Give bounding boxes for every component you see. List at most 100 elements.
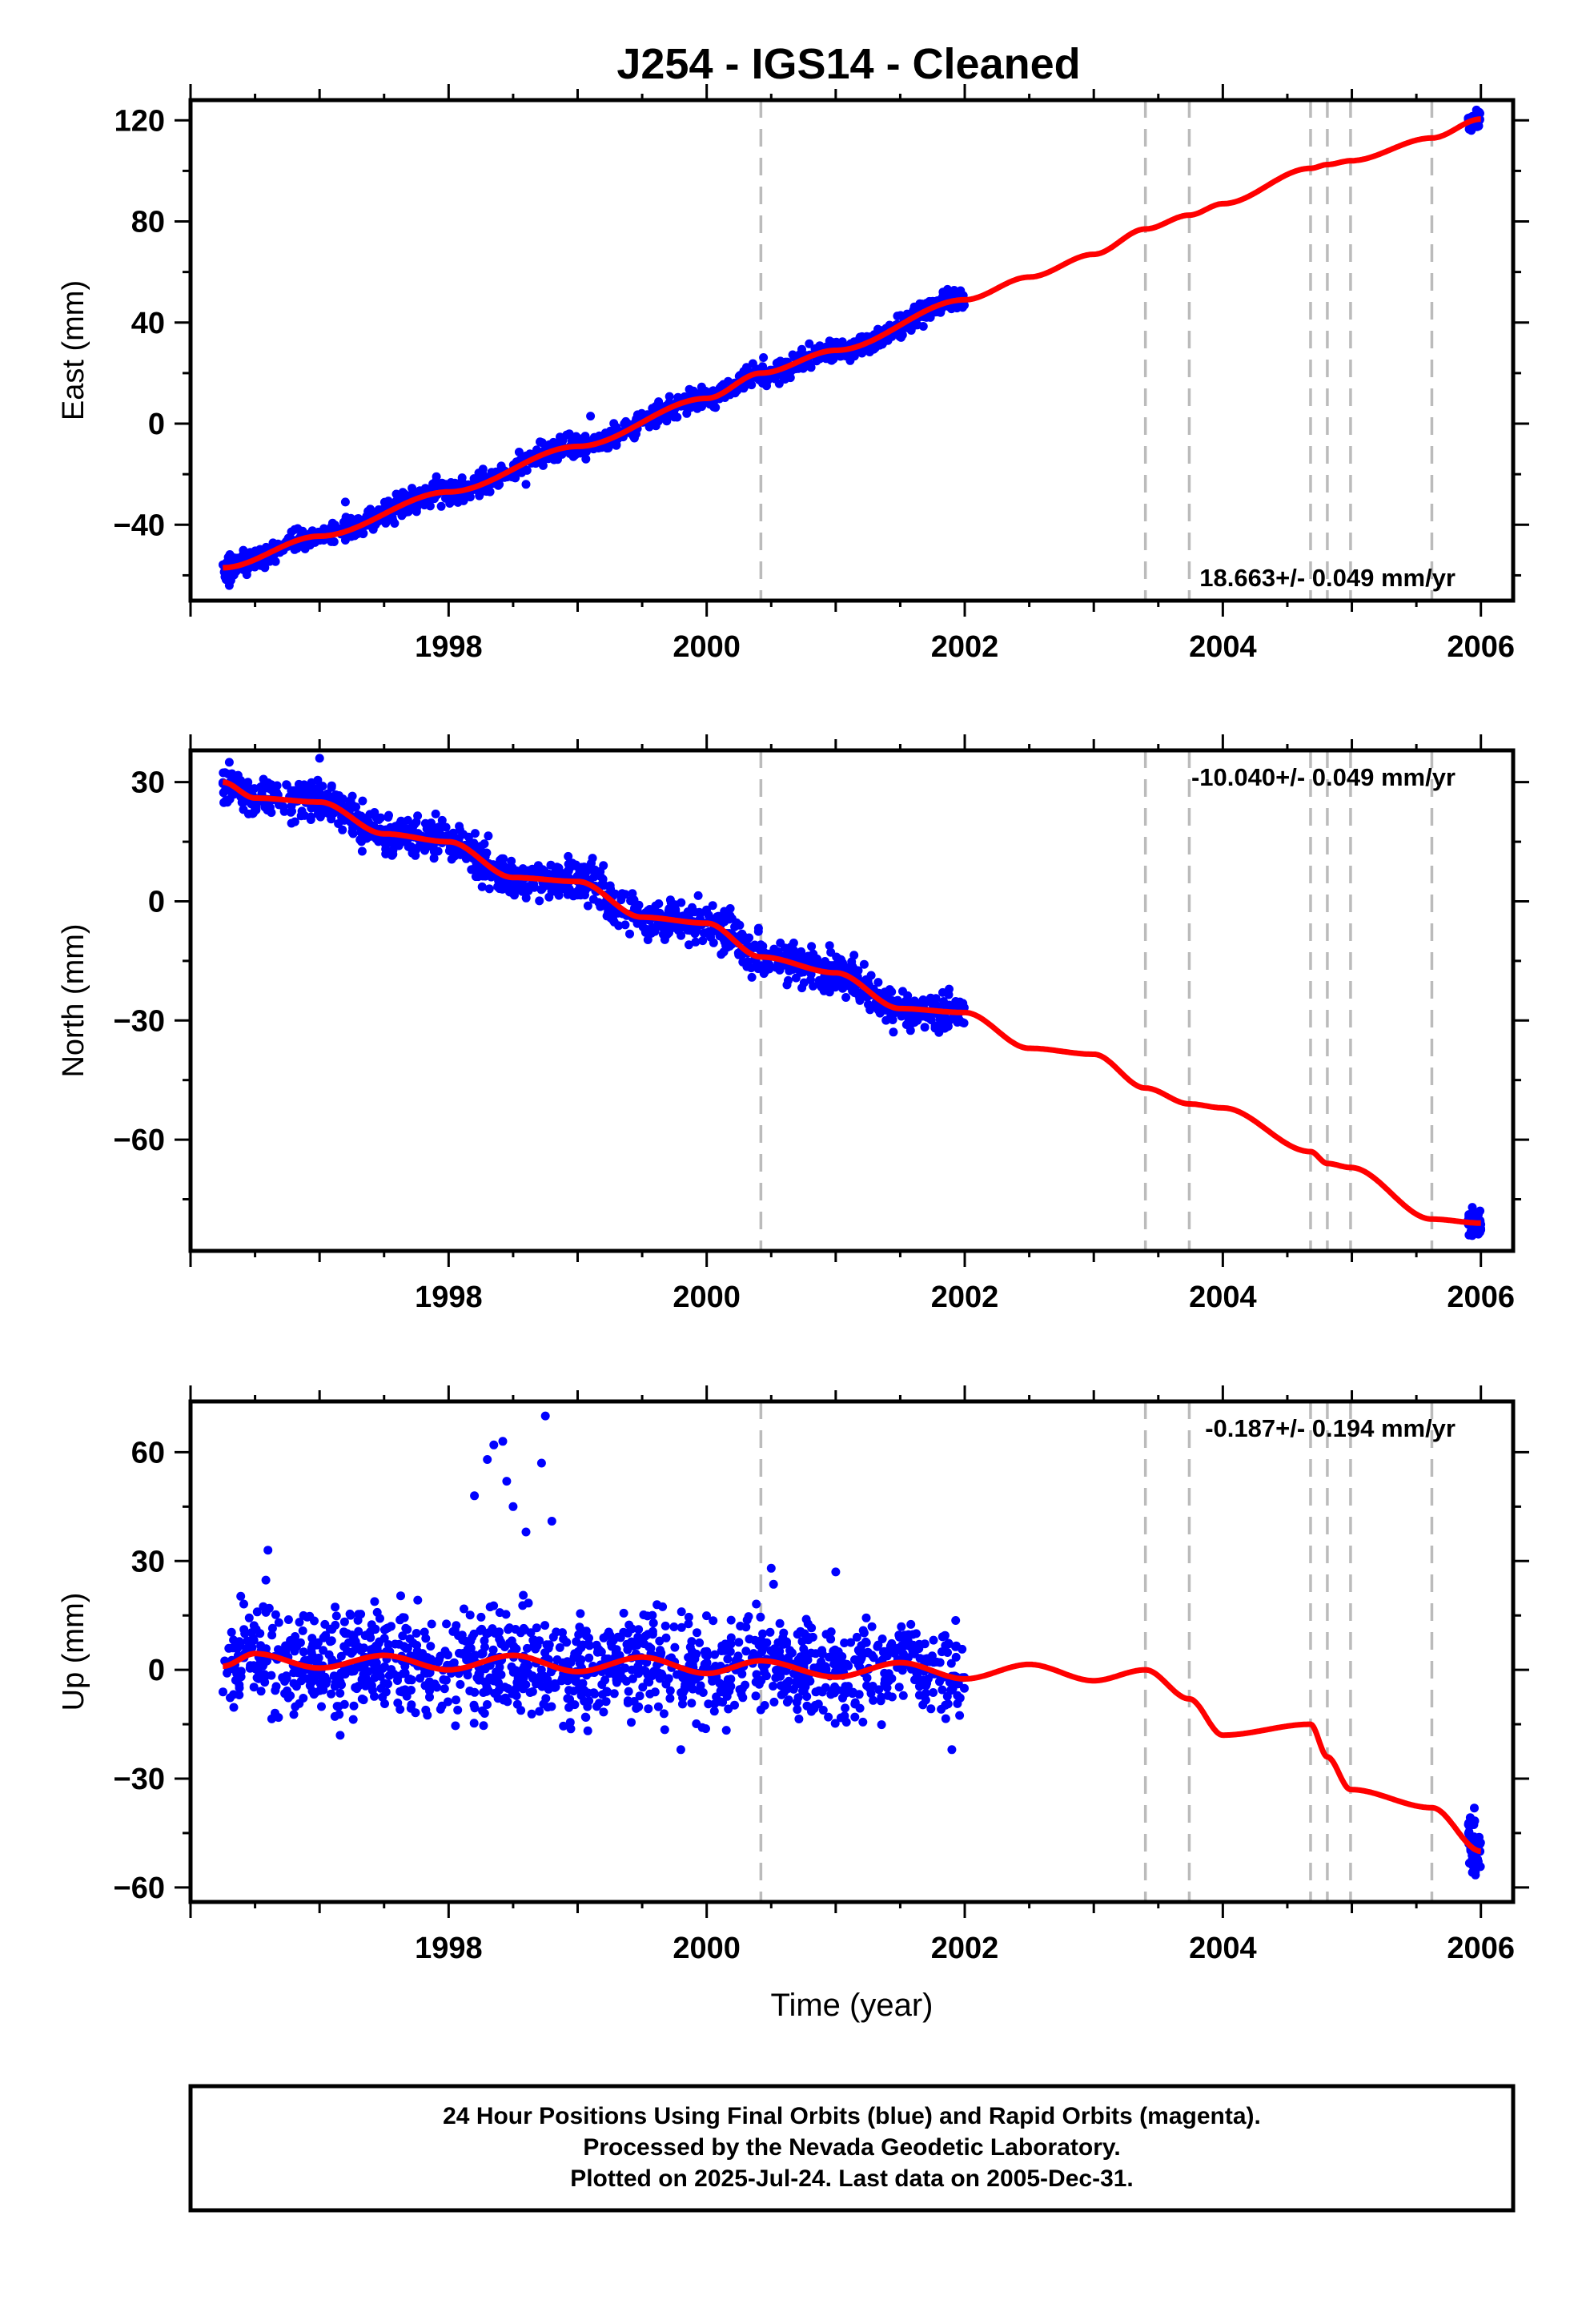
data-point	[726, 1675, 736, 1684]
data-point	[267, 1623, 277, 1633]
data-point	[951, 997, 961, 1006]
data-point	[282, 780, 291, 790]
data-point	[444, 1697, 452, 1707]
data-point	[946, 1659, 956, 1668]
data-point	[453, 1705, 463, 1715]
data-point	[869, 343, 879, 352]
data-point	[612, 423, 621, 432]
data-point	[659, 1709, 669, 1719]
data-point	[599, 1633, 608, 1642]
data-point	[627, 1718, 636, 1727]
data-point	[857, 1654, 866, 1663]
data-point	[769, 1579, 778, 1589]
data-point	[352, 1684, 362, 1694]
data-point	[460, 1604, 468, 1614]
x-tick-label: 2004	[1189, 630, 1257, 664]
data-point	[909, 302, 919, 312]
data-point	[904, 1630, 913, 1639]
data-point	[741, 1680, 750, 1690]
data-point	[634, 1669, 643, 1679]
data-point	[686, 1679, 696, 1688]
data-point	[581, 1626, 591, 1636]
data-point	[838, 1693, 847, 1703]
data-point	[606, 884, 616, 894]
data-point	[435, 1655, 444, 1664]
data-point	[371, 1624, 380, 1634]
data-point	[801, 1682, 810, 1691]
data-point	[784, 1684, 793, 1693]
data-point	[540, 1621, 550, 1630]
data-point	[335, 1731, 345, 1740]
data-point	[895, 1632, 904, 1642]
data-point	[797, 983, 807, 993]
data-point	[938, 987, 947, 997]
data-point	[542, 1640, 552, 1650]
data-point	[632, 919, 642, 928]
data-point	[670, 1642, 680, 1652]
data-point	[404, 1675, 414, 1685]
data-point	[588, 895, 598, 904]
data-point	[685, 1642, 695, 1652]
data-point	[698, 936, 708, 946]
data-point	[496, 1670, 506, 1679]
data-point	[424, 1677, 434, 1687]
data-point	[475, 1672, 484, 1682]
data-point	[480, 839, 489, 849]
data-point	[756, 1612, 765, 1622]
data-point	[531, 1644, 540, 1654]
data-point	[330, 1682, 339, 1691]
data-point	[334, 1702, 343, 1711]
data-point	[908, 1647, 917, 1656]
data-point	[1465, 1813, 1475, 1823]
data-point	[1470, 1803, 1479, 1813]
data-point	[440, 1647, 450, 1656]
data-point	[697, 382, 706, 392]
data-point	[751, 1677, 761, 1687]
data-point	[1464, 1827, 1474, 1836]
data-point	[733, 1651, 743, 1661]
data-point	[1476, 1225, 1486, 1235]
data-point	[516, 1628, 525, 1638]
data-point	[421, 1634, 431, 1643]
x-tick-label: 2002	[931, 1932, 999, 1965]
data-point	[455, 822, 464, 831]
data-point	[920, 1639, 930, 1649]
data-point	[701, 1651, 710, 1660]
data-point	[770, 1644, 779, 1654]
data-point	[877, 1634, 887, 1643]
data-point	[897, 1622, 906, 1631]
data-point	[913, 320, 922, 330]
data-point	[951, 1641, 961, 1651]
data-point	[858, 1717, 868, 1727]
data-point	[738, 1693, 748, 1703]
data-point	[419, 841, 428, 850]
y-tick-label: 80	[131, 206, 165, 239]
data-point	[702, 1658, 712, 1667]
data-point	[510, 891, 519, 900]
data-point	[283, 1686, 291, 1695]
data-point	[267, 780, 276, 790]
data-point	[955, 1711, 965, 1720]
data-point	[231, 1665, 240, 1675]
data-point	[243, 809, 253, 818]
data-point	[893, 995, 902, 1005]
data-point	[584, 1641, 594, 1651]
y-tick-label: 60	[131, 1436, 165, 1470]
data-point	[346, 1610, 355, 1620]
data-point	[524, 1598, 533, 1608]
velocity-label: 18.663+/- 0.049 mm/yr	[1199, 564, 1456, 592]
data-point	[825, 976, 834, 986]
data-point	[467, 1653, 476, 1663]
data-point	[775, 1618, 785, 1628]
x-tick-label: 2004	[1189, 1932, 1257, 1965]
data-point	[256, 782, 266, 792]
data-point	[315, 754, 324, 763]
data-point	[624, 1687, 633, 1696]
data-point	[249, 1621, 259, 1630]
data-point	[684, 1612, 693, 1622]
plot-frame	[188, 98, 1516, 603]
x-axis-label: Time (year)	[771, 1988, 934, 2023]
data-point	[224, 758, 234, 767]
data-point	[289, 1668, 299, 1678]
data-point	[300, 544, 310, 553]
